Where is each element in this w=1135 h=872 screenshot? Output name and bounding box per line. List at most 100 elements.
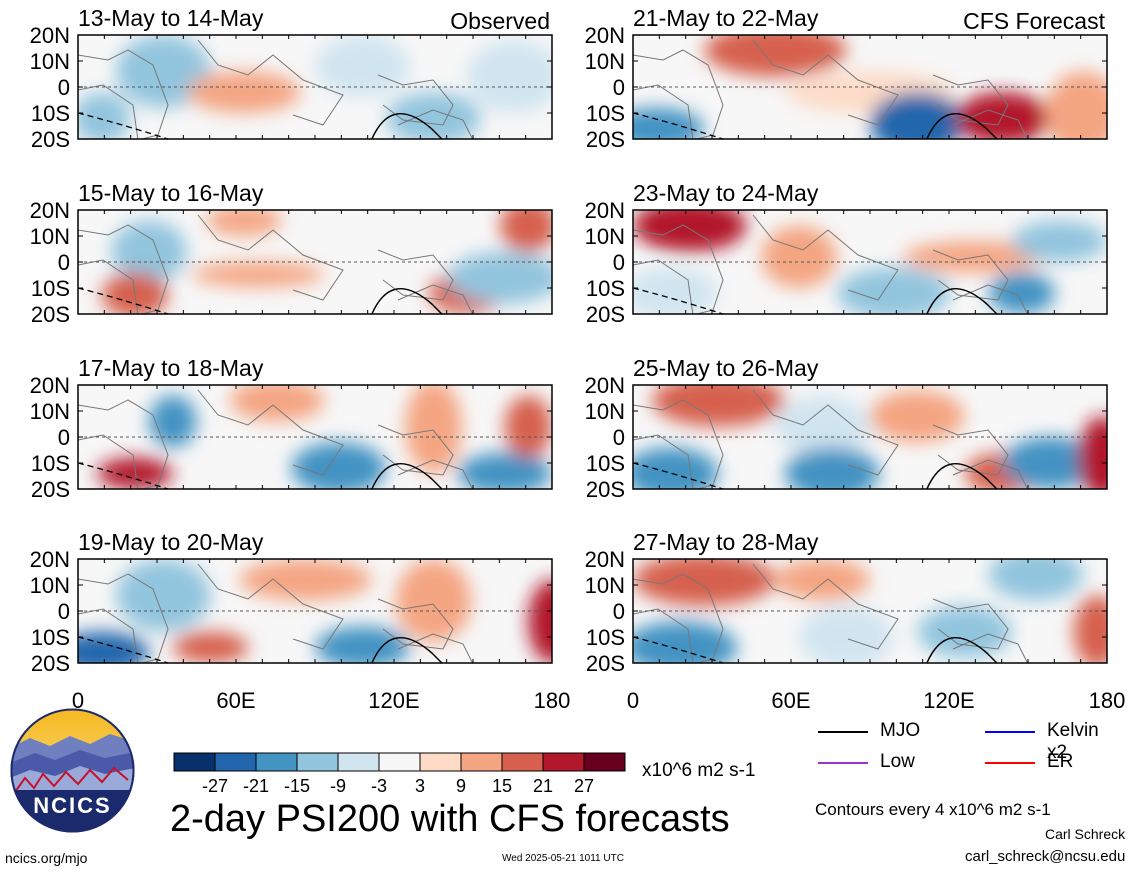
x-tick-label: 180 xyxy=(534,688,571,713)
site-link[interactable]: ncics.org/mjo xyxy=(5,850,88,866)
legend-low-swatch xyxy=(818,762,868,764)
anomaly-blob xyxy=(870,92,965,139)
legend-er-swatch xyxy=(985,762,1035,764)
mjo-contour xyxy=(926,637,998,663)
y-tick-label: 0 xyxy=(58,250,70,275)
panel-date-label: 13-May to 14-May xyxy=(78,5,264,31)
anomaly-blob xyxy=(111,220,188,283)
anomaly-blob xyxy=(78,92,131,139)
colorbar-tick-label: 9 xyxy=(456,776,466,796)
legend-mjo-label: MJO xyxy=(880,720,921,741)
colorbar-swatch xyxy=(255,752,298,772)
anomaly-blob xyxy=(115,559,211,632)
y-tick-label: 10S xyxy=(586,276,625,301)
mjo-contour-negative xyxy=(633,287,724,314)
colorbar-tick-label: 15 xyxy=(492,776,512,796)
y-tick-label: 10N xyxy=(585,399,625,424)
y-tick-label: 20S xyxy=(586,477,625,502)
x-tick-label: 120E xyxy=(368,688,419,713)
legend-kelvin-swatch xyxy=(985,731,1035,733)
y-tick-label: 10N xyxy=(30,49,70,74)
anomaly-blob xyxy=(651,385,785,427)
anomaly-blob xyxy=(315,35,410,98)
y-tick-label: 0 xyxy=(58,425,70,450)
y-tick-label: 10S xyxy=(31,101,70,126)
anomaly-blob xyxy=(386,92,481,139)
colorbar-swatch xyxy=(542,752,585,772)
mjo-contour-negative xyxy=(633,112,724,139)
anomaly-blob xyxy=(291,442,387,489)
anomaly-blob xyxy=(1012,220,1107,262)
anomaly-blob xyxy=(1045,71,1107,139)
author-name: Carl Schreck xyxy=(1045,826,1126,842)
colorbar-swatch xyxy=(501,752,544,772)
mjo-contour-negative xyxy=(633,636,724,663)
mjo-contour-negative xyxy=(78,287,169,314)
y-tick-label: 20S xyxy=(31,651,70,676)
mjo-contour xyxy=(926,463,998,489)
anomaly-blob xyxy=(1078,416,1107,489)
panel-source-tag: Observed xyxy=(450,8,550,34)
anomaly-blob xyxy=(784,447,880,489)
anomaly-blob xyxy=(633,267,719,314)
y-tick-label: 10N xyxy=(30,224,70,249)
chart-title: 2-day PSI200 with CFS forecasts xyxy=(170,798,730,840)
anomaly-blob xyxy=(870,390,965,443)
anomaly-blob xyxy=(633,559,776,606)
y-tick-label: 10N xyxy=(30,573,70,598)
y-tick-label: 20N xyxy=(30,198,70,223)
x-tick-label: 180 xyxy=(1089,688,1126,713)
y-tick-label: 10N xyxy=(585,573,625,598)
colorbar-tick-label: 3 xyxy=(415,776,425,796)
y-tick-label: 0 xyxy=(58,599,70,624)
y-tick-label: 10S xyxy=(586,451,625,476)
colorbar-swatch xyxy=(173,752,216,772)
x-tick-label: 60E xyxy=(771,688,810,713)
logo-text: NCICS xyxy=(33,793,111,818)
y-tick-label: 20S xyxy=(586,651,625,676)
colorbar-tick-label: -15 xyxy=(284,776,310,796)
mjo-contour xyxy=(371,463,443,489)
anomaly-blob xyxy=(1073,595,1107,663)
y-tick-label: 20S xyxy=(31,477,70,502)
mjo-contour xyxy=(371,113,443,139)
y-tick-label: 20S xyxy=(586,302,625,327)
panel-date-label: 15-May to 16-May xyxy=(78,180,264,206)
ncics-logo: NCICS xyxy=(10,708,135,833)
x-tick-label: 0 xyxy=(72,688,84,713)
colorbar-swatch xyxy=(296,752,339,772)
anomaly-blob xyxy=(172,631,249,663)
anomaly-blob xyxy=(239,559,372,601)
anomaly-blob xyxy=(466,40,552,113)
colorbar-tick-label: -21 xyxy=(243,776,269,796)
anomaly-blob xyxy=(205,210,282,236)
colorbar-tick-label: -9 xyxy=(330,776,346,796)
anomaly-blob xyxy=(315,626,410,663)
panel-date-label: 23-May to 24-May xyxy=(633,180,819,206)
timestamp: Wed 2025-05-21 1011 UTC xyxy=(502,853,624,864)
anomaly-blob xyxy=(499,210,552,252)
legend-kelvin-label: Kelvin x2 xyxy=(1047,720,1099,763)
anomaly-blob xyxy=(760,225,837,288)
colorbar-swatch xyxy=(214,752,257,772)
anomaly-blob xyxy=(149,395,197,448)
mjo-contour-negative xyxy=(78,636,169,663)
colorbar-tick-label: 27 xyxy=(574,776,594,796)
y-tick-label: 20N xyxy=(30,547,70,572)
y-tick-label: 20N xyxy=(585,198,625,223)
panel-source-tag: CFS Forecast xyxy=(963,8,1105,34)
mjo-contour-negative xyxy=(78,462,169,489)
legend-low-label: Low xyxy=(880,751,915,772)
anomaly-blob xyxy=(633,621,738,663)
anomaly-blob xyxy=(798,605,894,663)
y-tick-label: 20N xyxy=(585,23,625,48)
colorbar-units: x10^6 m2 s-1 xyxy=(642,760,756,781)
legend-er-label: ER xyxy=(1047,751,1074,772)
y-tick-label: 0 xyxy=(613,75,625,100)
mjo-contour xyxy=(371,288,443,314)
